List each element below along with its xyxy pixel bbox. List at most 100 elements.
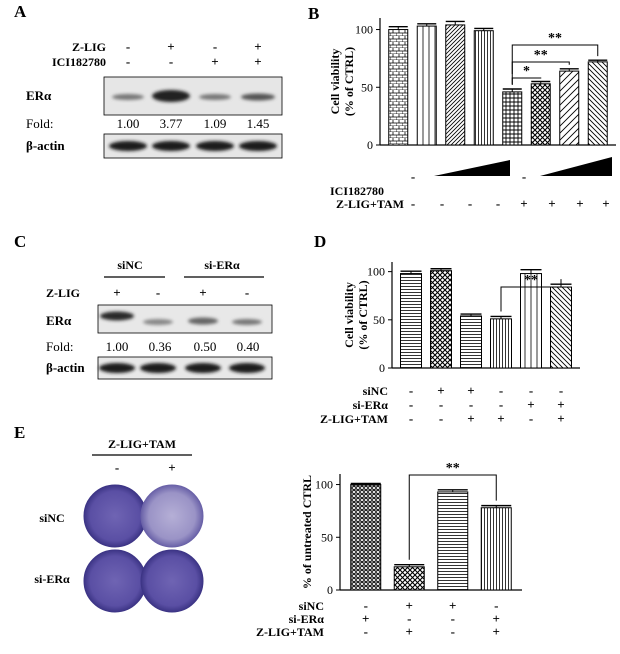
treatment-mark: + [449,598,456,613]
significance-label: ** [534,48,548,63]
mark: + [113,285,120,300]
row-label-ici182780: ICI182780 [52,55,106,69]
y-tick-label: 0 [367,138,373,152]
mark: - [522,169,526,184]
bar [587,61,608,146]
fold-label: Fold: [26,116,53,131]
bar [530,83,551,146]
y-tick-label: 100 [315,478,333,492]
bar [437,491,469,591]
mark: - [126,54,130,69]
row-label-z-lig-tam: Z-LIG+TAM [336,197,404,211]
panel-c: C siNC si-ERα Z-LIG + - + - ERα Fold: 1.… [14,232,273,380]
panel-letter: B [308,4,319,23]
fold-value: 1.45 [247,116,270,131]
panel-letter: D [314,232,326,251]
treatment-mark: + [557,411,564,426]
row-label-si-era: si-ERα [34,572,70,586]
mark: + [167,39,174,54]
significance-bracket [500,279,562,312]
bar [473,30,494,146]
treatment-mark: - [440,196,444,211]
bar [550,286,572,369]
bar [350,484,382,591]
treatment-mark: - [409,383,413,398]
significance-label: ** [548,31,562,46]
mark: + [199,285,206,300]
y-tick-label: 0 [379,361,385,375]
bar [460,315,482,369]
treatment-mark: + [406,624,413,639]
y-tick-label: 50 [373,313,385,327]
bar [480,507,512,591]
panel-a: A Z-LIG - + - + ICI182780 - - + + ERα Fo… [14,2,283,159]
group-label-si-era: si-ERα [204,258,240,272]
treatment-mark: + [557,397,564,412]
treatment-mark: - [439,411,443,426]
y-axis-label-line: (% of CTRL) [342,47,356,116]
significance-label: ** [446,461,460,476]
mark: - [126,39,130,54]
y-axis-label: Cell viability(% of CTRL) [342,280,370,349]
fold-label: Fold: [46,339,73,354]
significance-bracket [408,474,497,560]
colony-plate [140,484,204,548]
dose-wedge [540,157,612,176]
colony-plate [140,549,204,613]
treatment-mark: - [364,598,368,613]
bar [430,270,452,369]
y-tick-label: 0 [327,583,333,597]
bar [416,25,437,146]
y-axis-label-line: Cell viability [342,282,356,348]
panel-e: E Z-LIG+TAM - + siNC si-ERα 0 50 100% of u… [14,423,522,639]
treatment-mark: - [468,196,472,211]
treatment-mark: - [407,611,411,626]
treatment-mark: - [439,397,443,412]
colony-plates [83,484,204,613]
treatment-row-label: si-ERα [353,398,389,412]
fold-value: 0.50 [194,339,217,354]
row-label-z-lig: Z-LIG [46,286,80,300]
y-axis-label-line: % of untreated CTRL [300,475,314,589]
mark: - [169,54,173,69]
dose-wedge [434,160,510,176]
treatment-mark: + [467,411,474,426]
bar [502,91,523,146]
bar [388,29,409,146]
mark: - [411,169,415,184]
treatment-mark: - [409,411,413,426]
bar [559,70,580,146]
treatment-row-label: siNC [363,384,388,398]
treatment-mark: + [493,624,500,639]
treatment-mark: + [576,196,583,211]
row-label-z-lig: Z-LIG [72,40,106,54]
mark: + [211,54,218,69]
treatment-mark: + [520,196,527,211]
y-tick-label: 50 [321,530,333,544]
y-tick-label: 50 [361,80,373,94]
significance-label: * [523,64,530,79]
y-axis-label: % of untreated CTRL [300,475,314,589]
treatment-mark: + [548,196,555,211]
significance-label: ** [524,273,538,288]
treatment-mark: + [497,411,504,426]
mark: - [156,285,160,300]
treatment-mark: - [411,196,415,211]
treatment-row-label: siNC [299,599,324,613]
fold-value: 0.36 [149,339,172,354]
treatment-mark: - [496,196,500,211]
fold-value: 1.00 [117,116,140,131]
y-tick-label: 100 [355,23,373,37]
panel-letter: A [14,2,27,21]
treatment-mark: - [451,611,455,626]
mark: - [213,39,217,54]
treatment-mark: - [529,383,533,398]
chart-e: 0 50 100% of untreated CTRL ** [300,461,522,597]
y-axis-label: Cell viability(% of CTRL) [328,47,356,116]
fold-value: 3.77 [160,116,183,131]
